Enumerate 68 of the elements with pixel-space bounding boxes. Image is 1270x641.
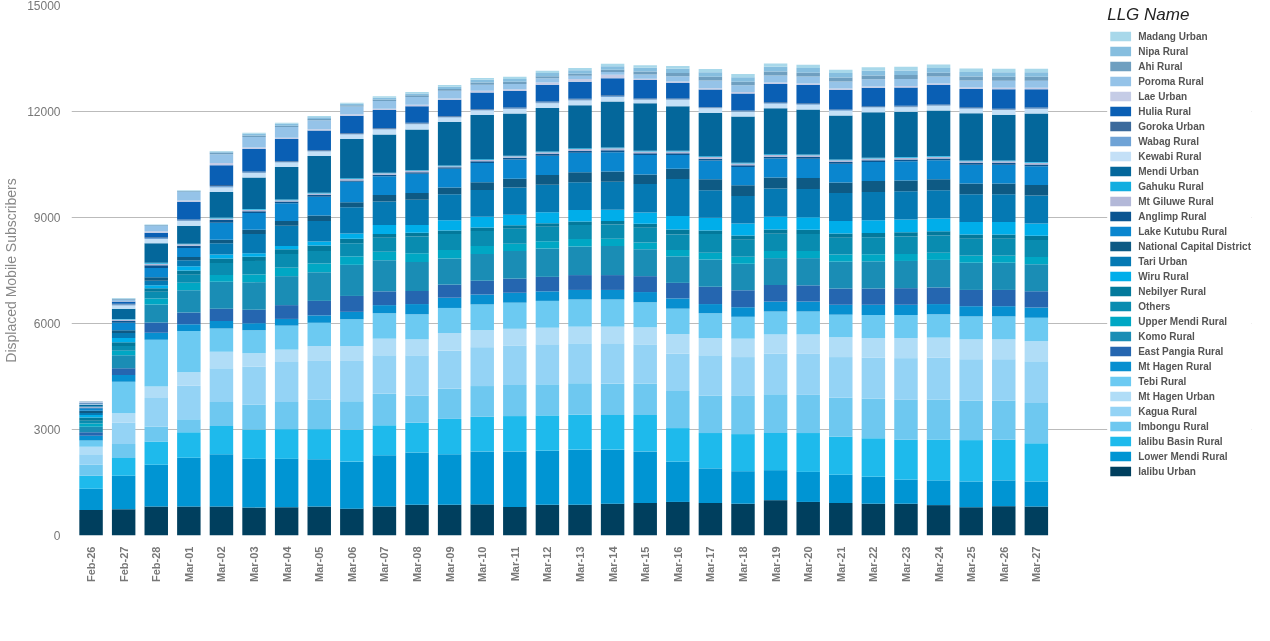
legend-label: Tebi Rural (1138, 375, 1187, 387)
x-tick-label: Mar-23 (899, 546, 912, 582)
legend-label: Ialibu Urban (1138, 465, 1196, 477)
x-tick-label: Mar-27 (1030, 546, 1043, 582)
x-tick-label: Mar-16 (671, 546, 684, 582)
y-axis-title: Displaced Mobile Subscribers (3, 178, 20, 363)
y-tick-label: 15000 (27, 0, 61, 13)
x-tick-label: Mar-19 (769, 546, 782, 582)
legend-title: LLG Name (1107, 5, 1191, 25)
legend-label: Kagua Rural (1138, 405, 1198, 417)
legend-label: Hulia Rural (1138, 105, 1191, 117)
y-tick-label: 6000 (33, 317, 61, 331)
x-tick-label: Mar-18 (736, 546, 749, 582)
x-tick-label: Mar-05 (313, 546, 326, 582)
x-tick-label: Mar-22 (867, 546, 880, 582)
legend-label: Anglimp Rural (1138, 210, 1207, 222)
y-tick-label: 9000 (33, 211, 61, 225)
x-tick-label: Feb-26 (85, 546, 98, 582)
legend-label: Mt Giluwe Rural (1138, 195, 1214, 207)
legend-label: Madang Urban (1138, 30, 1208, 42)
x-tick-label: Mar-15 (639, 546, 652, 582)
legend-label: Mt Hagen Rural (1138, 360, 1212, 372)
legend-label: Goroka Urban (1138, 120, 1205, 132)
legend-label: Tari Urban (1138, 255, 1188, 267)
x-tick-label: Mar-14 (606, 545, 619, 582)
x-tick-label: Mar-24 (932, 545, 945, 582)
legend-label: Poroma Rural (1138, 75, 1204, 87)
x-tick-label: Mar-01 (182, 546, 195, 582)
legend-label: Imbongu Rural (1138, 420, 1209, 432)
legend-label: Lower Mendi Rural (1138, 450, 1228, 462)
x-tick-label: Mar-17 (704, 546, 717, 582)
legend-label: Others (1138, 300, 1171, 312)
legend-label: Nebilyer Rural (1138, 285, 1206, 297)
x-tick-label: Mar-06 (345, 546, 358, 582)
y-tick-label: 3000 (33, 423, 61, 437)
legend-label: Kewabi Rural (1138, 150, 1202, 162)
x-tick-label: Mar-21 (834, 546, 847, 582)
y-tick-label: 0 (53, 529, 61, 543)
legend-label: Nipa Rural (1138, 45, 1189, 57)
x-tick-label: Mar-10 (476, 546, 489, 582)
legend-label: Wiru Rural (1138, 270, 1189, 282)
x-tick-label: Mar-03 (248, 546, 261, 582)
x-tick-label: Mar-09 (443, 546, 456, 582)
x-tick-label: Feb-28 (150, 546, 163, 582)
legend-label: Lae Urban (1138, 90, 1188, 102)
x-tick-label: Mar-02 (215, 546, 228, 582)
legend-label: Mt Hagen Urban (1138, 390, 1215, 402)
legend-label: Lake Kutubu Rural (1138, 225, 1228, 237)
x-tick-label: Mar-25 (965, 546, 978, 582)
legend-label: Upper Mendi Rural (1138, 315, 1228, 327)
x-tick-label: Mar-20 (802, 546, 815, 582)
legend-label: Mendi Urban (1138, 165, 1199, 177)
x-tick-label: Mar-11 (508, 546, 521, 582)
legend-label: East Pangia Rural (1138, 345, 1224, 357)
legend-label: Ahi Rural (1138, 60, 1183, 72)
legend-label: Ialibu Basin Rural (1138, 435, 1223, 447)
x-tick-label: Mar-13 (574, 546, 587, 582)
legend-label: Komo Rural (1138, 330, 1195, 342)
x-tick-label: Mar-07 (378, 546, 391, 582)
x-tick-label: Mar-26 (997, 546, 1010, 582)
legend-label: Gahuku Rural (1138, 180, 1204, 192)
legend-label: Wabag Rural (1138, 135, 1199, 147)
legend-label: National Capital District (1138, 240, 1251, 252)
x-tick-label: Mar-08 (411, 546, 424, 582)
x-tick-label: Feb-27 (117, 546, 130, 582)
y-tick-label: 12000 (27, 105, 61, 119)
x-tick-label: Mar-04 (280, 545, 293, 582)
x-tick-label: Mar-12 (541, 546, 554, 582)
